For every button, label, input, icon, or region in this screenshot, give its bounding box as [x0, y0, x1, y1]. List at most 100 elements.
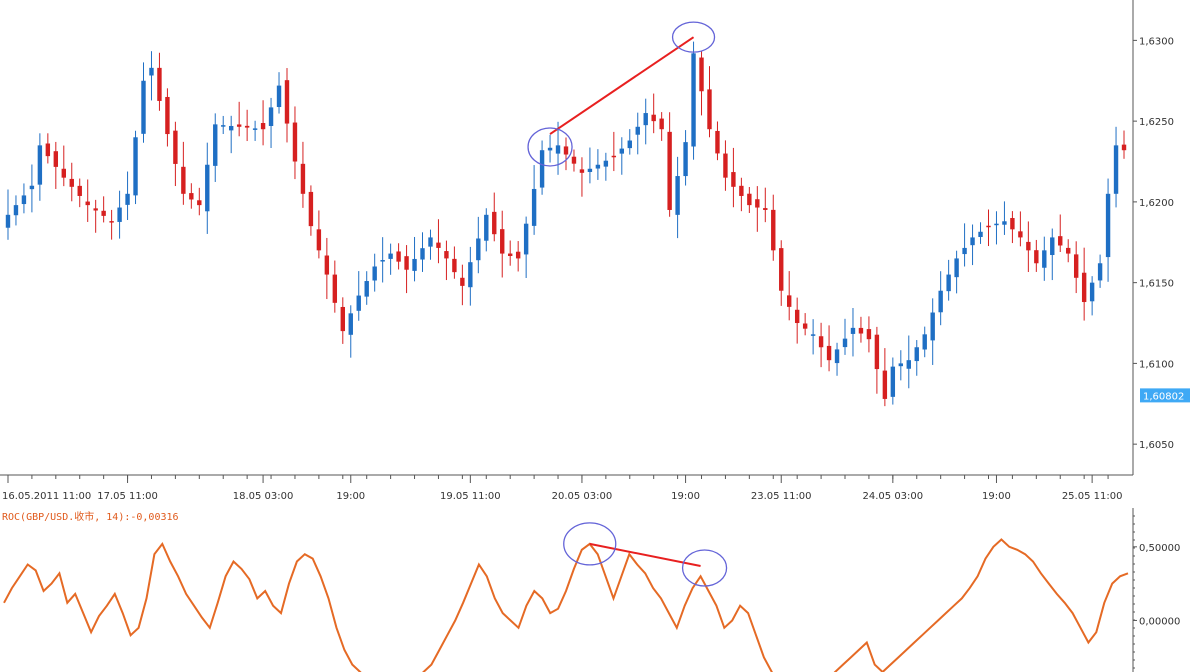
candle-body [236, 124, 242, 127]
candle-body [316, 229, 322, 251]
candle-body [133, 137, 138, 196]
candle-body [292, 122, 298, 162]
candle [141, 62, 146, 143]
candle [221, 115, 226, 135]
candle [1081, 247, 1087, 321]
candle-body [986, 225, 991, 228]
candle [428, 229, 433, 260]
candle-body [452, 258, 457, 273]
candle-body [101, 210, 106, 216]
candle-body [970, 237, 975, 246]
candle-body [181, 166, 186, 194]
candle-body [388, 253, 393, 259]
candle-body [627, 140, 632, 149]
candle-body [699, 57, 704, 92]
candle-body [683, 142, 688, 177]
candle [85, 179, 90, 222]
candle-body [1050, 237, 1055, 256]
candle-body [340, 306, 345, 332]
price-tick-label: 1,6250 [1139, 117, 1174, 128]
candle [723, 140, 728, 191]
candle-body [364, 281, 369, 297]
candle-body [165, 96, 170, 135]
candle [420, 232, 425, 272]
candle [1066, 239, 1071, 263]
candle-body [117, 207, 122, 222]
candle-body [244, 125, 250, 128]
candle-body [380, 260, 385, 262]
candle-body [555, 145, 561, 154]
candle-body [978, 231, 983, 238]
candle-body [284, 80, 290, 124]
candle [898, 350, 904, 381]
candle [77, 178, 82, 208]
time-tick-label: 19:00 [336, 491, 365, 502]
candle-body [826, 345, 832, 361]
candle-body [587, 168, 593, 172]
candle [1089, 276, 1095, 316]
candle-body [739, 185, 744, 196]
candle-body [794, 309, 800, 324]
candle [850, 307, 856, 357]
candle-body [61, 168, 66, 178]
candle [571, 149, 577, 172]
candle-body [53, 151, 59, 167]
candle-body [723, 153, 728, 178]
candle-body [938, 290, 943, 313]
candle-body [747, 193, 752, 206]
candle-body [420, 248, 425, 260]
candle [755, 186, 760, 232]
candle [1034, 239, 1039, 272]
candle [986, 209, 991, 247]
candle [252, 120, 258, 141]
candle [412, 236, 417, 282]
candle [213, 113, 218, 182]
candle [523, 216, 529, 278]
candle [69, 162, 74, 202]
candle [5, 189, 11, 240]
candle-body [691, 53, 696, 147]
candle-body [5, 214, 11, 228]
candle-body [460, 277, 465, 286]
candle-body [189, 193, 194, 200]
candle-body [85, 201, 90, 206]
candle-body [149, 67, 154, 76]
candle [268, 97, 274, 148]
candle-body [603, 160, 609, 167]
candle [236, 101, 242, 137]
candle [507, 240, 513, 266]
candle [300, 141, 306, 208]
candle-body [37, 145, 43, 185]
price-tick-label: 1,6200 [1139, 198, 1174, 209]
candle-body [197, 200, 202, 206]
candle-body [850, 327, 856, 334]
price-tick-label: 1,6050 [1139, 440, 1174, 451]
candle-body [962, 247, 967, 255]
roc-highlight-circle [563, 522, 617, 566]
candle-body [213, 124, 218, 166]
price-annotations [527, 21, 716, 167]
candle [794, 297, 800, 344]
candle-body [412, 258, 417, 271]
candle-body [1026, 241, 1031, 251]
candle-body [109, 221, 114, 223]
candle [954, 250, 959, 294]
candle-body [515, 251, 521, 259]
candle-body [1097, 263, 1103, 281]
candle [356, 271, 361, 321]
price-panel: 1,6300 1,6250 1,6200 1,6150 1,6100 1,6050 16.… [0, 0, 1190, 502]
roc-highlight-circle [681, 549, 728, 587]
candle [1002, 201, 1007, 235]
roc-tick-label: 0,00000 [1139, 616, 1180, 627]
candle-body [635, 126, 640, 135]
candle-body [93, 208, 98, 211]
candle [388, 243, 393, 275]
candle-body [157, 67, 162, 101]
candle [834, 342, 840, 376]
candle-body [954, 258, 959, 278]
candle [53, 141, 59, 189]
candle [436, 219, 441, 264]
candle [922, 326, 927, 358]
candle-body [834, 349, 840, 364]
